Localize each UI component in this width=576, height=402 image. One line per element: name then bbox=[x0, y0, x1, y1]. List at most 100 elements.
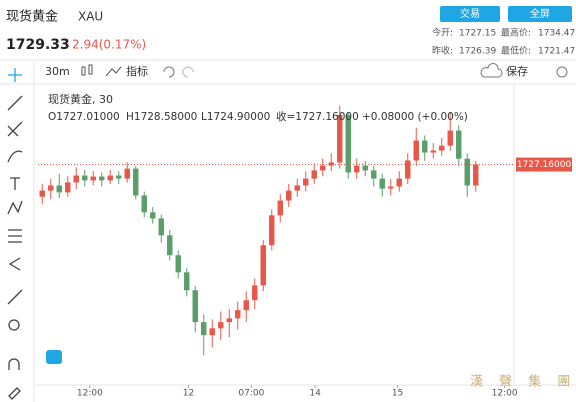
fullscreen-button[interactable] bbox=[508, 6, 572, 22]
stat-label: 今开: bbox=[432, 27, 453, 39]
x-tick-label: 15 bbox=[392, 389, 403, 399]
candle-body bbox=[65, 182, 71, 193]
candle-body bbox=[337, 114, 343, 163]
candle-body bbox=[201, 322, 207, 336]
candle-body bbox=[413, 140, 419, 161]
undo[interactable] bbox=[163, 66, 175, 78]
stat-label: 最高价: bbox=[501, 27, 531, 39]
candle-body bbox=[124, 168, 130, 179]
ruler-tool[interactable] bbox=[7, 289, 23, 305]
magnet-tool[interactable] bbox=[8, 358, 20, 370]
candle-body bbox=[252, 285, 258, 301]
candle-body bbox=[184, 272, 190, 291]
candle-body bbox=[56, 185, 62, 193]
cloud-icon[interactable] bbox=[480, 62, 503, 78]
crosshair-tool[interactable] bbox=[8, 68, 22, 82]
stat-value: 1734.47 bbox=[538, 29, 575, 39]
indicators[interactable]: 指标 bbox=[126, 64, 148, 78]
collapse[interactable] bbox=[8, 257, 21, 271]
candle-body bbox=[379, 178, 385, 189]
stat-value: 1721.47 bbox=[538, 47, 575, 57]
indicator-icon[interactable] bbox=[105, 66, 122, 77]
measure-lines[interactable] bbox=[8, 229, 22, 243]
x-tick-label: 12 bbox=[183, 389, 194, 399]
line-tool[interactable] bbox=[7, 95, 23, 111]
save[interactable]: 保存 bbox=[506, 64, 528, 78]
candle-body bbox=[99, 176, 105, 181]
candle-body bbox=[133, 168, 139, 196]
legend-title: 现货黄金, 30 bbox=[48, 92, 113, 106]
text-tool[interactable] bbox=[10, 177, 20, 190]
candle-body bbox=[73, 175, 79, 183]
lock-tool[interactable] bbox=[8, 387, 21, 400]
stat-value: 1726.39 bbox=[459, 47, 496, 57]
legend-close: 收=1727.16000 bbox=[276, 110, 359, 123]
candle-body bbox=[439, 145, 445, 151]
last-price-box bbox=[516, 157, 572, 172]
stat-value: 1727.15 bbox=[459, 29, 496, 39]
candle-body bbox=[175, 255, 181, 273]
price-change: 2.94(0.17%) bbox=[72, 38, 146, 52]
candle-body bbox=[371, 170, 377, 179]
watermark: 漢 聲 集 團 bbox=[470, 374, 576, 390]
candle-body bbox=[277, 200, 283, 216]
candle-body bbox=[243, 300, 249, 311]
candle-body bbox=[405, 160, 411, 179]
candle-body bbox=[396, 178, 402, 187]
x-tick-label: 12:00 bbox=[77, 389, 103, 399]
pattern-tool[interactable] bbox=[7, 200, 23, 215]
stat-label: 最低价: bbox=[501, 45, 531, 57]
fib-tool[interactable] bbox=[7, 121, 23, 137]
candle-body bbox=[311, 170, 317, 179]
stat-label: 昨收: bbox=[432, 45, 453, 57]
candle-body bbox=[362, 165, 368, 171]
candle-body bbox=[39, 190, 45, 197]
legend-high: H1728.58000 bbox=[126, 111, 197, 123]
zoom-tool[interactable] bbox=[8, 319, 20, 331]
legend-change: +0.08000 (+0.00%) bbox=[362, 111, 468, 123]
candle-body bbox=[82, 175, 88, 181]
candle-body bbox=[260, 245, 266, 286]
candle-body bbox=[235, 310, 241, 319]
trade-button-label[interactable]: 交易 bbox=[460, 7, 480, 20]
legend-low: L1724.90000 bbox=[201, 111, 270, 123]
settings[interactable] bbox=[556, 66, 568, 78]
candle-body bbox=[447, 130, 453, 146]
candle-body bbox=[107, 175, 113, 181]
candle-body bbox=[90, 176, 96, 181]
candle-body bbox=[345, 114, 351, 173]
candle-body bbox=[303, 178, 309, 186]
brush-tool[interactable] bbox=[7, 150, 23, 163]
candle-body bbox=[48, 185, 54, 191]
last-price-label: 1727.16000 bbox=[517, 160, 572, 170]
candle-body bbox=[294, 185, 300, 191]
candle-body bbox=[320, 165, 326, 171]
candle-body bbox=[388, 186, 394, 189]
candle-body bbox=[167, 235, 173, 256]
candle-body bbox=[422, 140, 428, 153]
interval[interactable]: 30m bbox=[45, 65, 70, 78]
price: 1729.33 bbox=[6, 37, 70, 53]
candle-body bbox=[158, 218, 164, 236]
candle-body bbox=[209, 328, 215, 336]
x-tick-label: 12:00 bbox=[492, 389, 518, 399]
x-tick-label: 14 bbox=[309, 389, 321, 399]
title: 现货黄金 bbox=[6, 9, 58, 25]
candle-body bbox=[456, 130, 462, 159]
candle-icon[interactable] bbox=[81, 64, 93, 76]
redo[interactable] bbox=[182, 66, 194, 78]
candle-body bbox=[141, 195, 147, 213]
chart-type-icon[interactable] bbox=[46, 350, 62, 364]
legend-open: O1727.01000 bbox=[48, 111, 120, 123]
candle-body bbox=[473, 164, 479, 186]
trade-button[interactable] bbox=[440, 6, 500, 22]
candle-body bbox=[430, 150, 436, 153]
candle-body bbox=[354, 165, 360, 173]
candle-body bbox=[218, 322, 224, 329]
fullscreen-button-label[interactable]: 全屏 bbox=[530, 7, 550, 20]
candle-body bbox=[150, 212, 156, 219]
symbol: XAU bbox=[78, 10, 103, 24]
candle-body bbox=[269, 215, 275, 246]
x-tick-label: 07:00 bbox=[238, 389, 264, 399]
